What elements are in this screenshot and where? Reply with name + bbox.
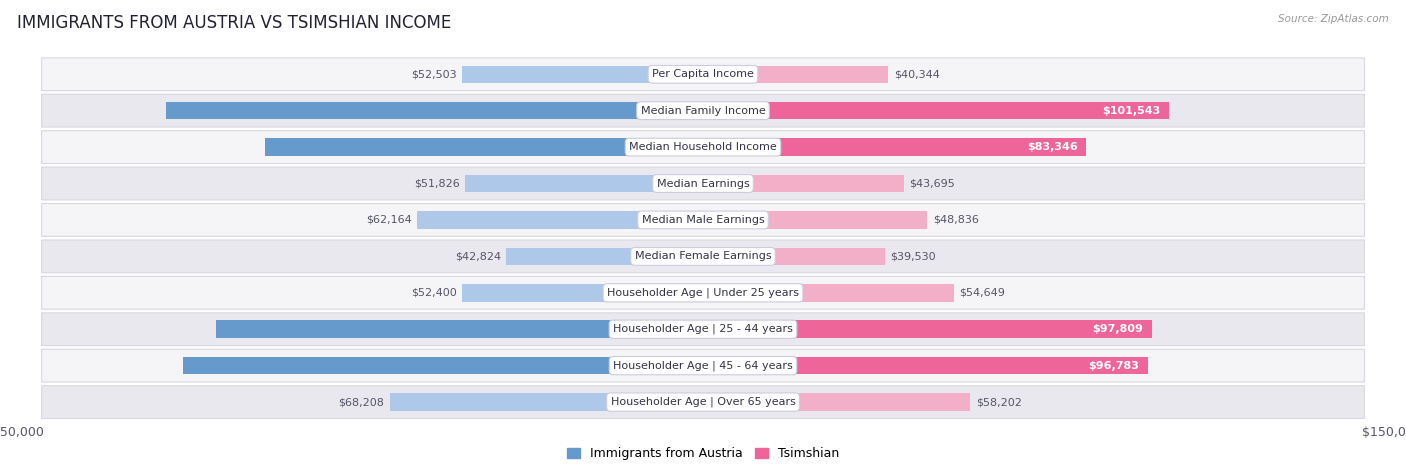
Text: Householder Age | Over 65 years: Householder Age | Over 65 years [610,397,796,407]
Text: $58,202: $58,202 [976,397,1022,407]
Bar [461,65,703,83]
FancyBboxPatch shape [42,386,1364,418]
Text: $97,809: $97,809 [1092,324,1143,334]
Text: Median Female Earnings: Median Female Earnings [634,251,772,262]
FancyBboxPatch shape [42,58,1364,91]
Text: Householder Age | Under 25 years: Householder Age | Under 25 years [607,288,799,298]
Bar [703,284,955,302]
Text: Median Family Income: Median Family Income [641,106,765,116]
Bar [215,320,703,338]
Bar [463,284,703,302]
Text: $83,346: $83,346 [1028,142,1078,152]
Bar [703,320,1153,338]
FancyBboxPatch shape [42,204,1364,236]
Text: Median Male Earnings: Median Male Earnings [641,215,765,225]
Text: $101,543: $101,543 [1102,106,1160,116]
Text: Median Earnings: Median Earnings [657,178,749,189]
Text: $52,503: $52,503 [411,69,457,79]
Bar [183,357,703,375]
Text: Householder Age | 45 - 64 years: Householder Age | 45 - 64 years [613,361,793,371]
Bar [703,138,1085,156]
Text: Per Capita Income: Per Capita Income [652,69,754,79]
FancyBboxPatch shape [42,94,1364,127]
Bar [506,248,703,265]
Bar [703,211,928,229]
Text: $96,783: $96,783 [1088,361,1139,371]
FancyBboxPatch shape [42,349,1364,382]
Text: $62,164: $62,164 [366,215,412,225]
FancyBboxPatch shape [42,313,1364,346]
Text: $42,824: $42,824 [454,251,501,262]
Text: $48,836: $48,836 [932,215,979,225]
Legend: Immigrants from Austria, Tsimshian: Immigrants from Austria, Tsimshian [562,442,844,465]
Text: IMMIGRANTS FROM AUSTRIA VS TSIMSHIAN INCOME: IMMIGRANTS FROM AUSTRIA VS TSIMSHIAN INC… [17,14,451,32]
Text: $39,530: $39,530 [890,251,936,262]
Bar [703,248,884,265]
Bar [703,393,970,411]
Text: Householder Age | 25 - 44 years: Householder Age | 25 - 44 years [613,324,793,334]
Text: $51,826: $51,826 [413,178,460,189]
Bar [703,102,1170,120]
Bar [703,175,904,192]
Bar [703,357,1147,375]
Text: $54,649: $54,649 [959,288,1005,298]
FancyBboxPatch shape [42,167,1364,200]
Bar [418,211,703,229]
Text: $52,400: $52,400 [411,288,457,298]
Bar [703,65,889,83]
Bar [166,102,703,120]
FancyBboxPatch shape [42,131,1364,163]
Text: Median Household Income: Median Household Income [628,142,778,152]
Text: $106,103: $106,103 [644,324,703,334]
Text: $40,344: $40,344 [894,69,939,79]
Bar [465,175,703,192]
Text: $68,208: $68,208 [339,397,384,407]
Text: $116,830: $116,830 [638,106,697,116]
FancyBboxPatch shape [42,276,1364,309]
Bar [389,393,703,411]
Text: $113,140: $113,140 [641,361,699,371]
FancyBboxPatch shape [42,240,1364,273]
Text: $95,277: $95,277 [651,142,702,152]
Text: Source: ZipAtlas.com: Source: ZipAtlas.com [1278,14,1389,24]
Bar [266,138,703,156]
Text: $43,695: $43,695 [910,178,955,189]
